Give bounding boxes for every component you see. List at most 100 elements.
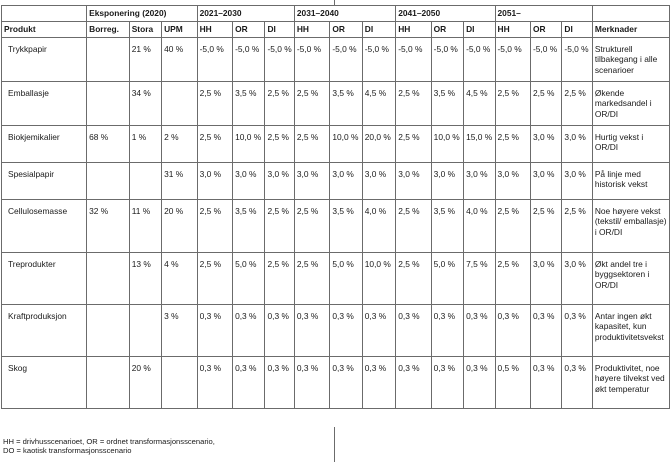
scenario-growth-table: Eksponering (2020) 2021–2030 2031–2040 2… — [0, 5, 671, 409]
header-blank — [0, 5, 88, 22]
scenario-value-cell: 3,0 % — [561, 252, 593, 305]
scenario-value-cell: -5,0 % — [494, 37, 531, 82]
scenario-value-cell: 2,5 % — [395, 125, 432, 163]
scenario-value-cell: 4,0 % — [463, 199, 496, 253]
header-hh: HH — [293, 21, 331, 38]
scenario-value-cell: -5,0 % — [529, 37, 563, 82]
header-di: DI — [264, 21, 295, 38]
exposure-cell: 1 % — [128, 125, 163, 163]
scenario-value-cell: 2,5 % — [293, 199, 331, 253]
header-exposure-upm: UPM — [161, 21, 198, 38]
scenario-value-cell: 2,5 % — [264, 125, 295, 163]
header-period-4: 2051– — [494, 5, 593, 22]
scenario-value-cell: 2,5 % — [395, 252, 432, 305]
exposure-cell: 40 % — [161, 37, 198, 82]
header-or: OR — [529, 21, 563, 38]
scenario-value-cell: 0,3 % — [395, 304, 432, 357]
header-period-3: 2041–2050 — [395, 5, 496, 22]
exposure-cell: 2 % — [161, 125, 198, 163]
scenario-value-cell: 0,3 % — [430, 356, 465, 409]
scenario-value-cell: 3,0 % — [529, 252, 563, 305]
scenario-value-cell: 3,0 % — [529, 125, 563, 163]
scenario-value-cell: 2,5 % — [293, 125, 331, 163]
table-row: Skog 20 % 0,3 % 0,3 % 0,3 % 0,3 % 0,3 % 0,3 % 0,… — [0, 356, 671, 409]
scenario-value-cell: 3,5 % — [232, 199, 266, 253]
scenario-value-cell: 2,5 % — [494, 199, 531, 253]
exposure-cell — [86, 81, 130, 126]
exposure-cell — [86, 304, 130, 357]
header-period-2: 2031–2040 — [293, 5, 397, 22]
scenario-value-cell: 0,5 % — [494, 356, 531, 409]
scenario-value-cell: 0,3 % — [561, 304, 593, 357]
scenario-value-cell: 4,5 % — [361, 81, 397, 126]
exposure-cell: 3 % — [161, 304, 198, 357]
header-row-2: Produkt Borreg. Stora UPM HH OR DI HH OR… — [0, 21, 671, 38]
header-blank-remarks — [591, 5, 671, 22]
header-remarks: Merknader — [591, 21, 671, 38]
scenario-value-cell: 2,5 % — [494, 81, 531, 126]
scenario-value-cell: -5,0 % — [196, 37, 234, 82]
remark-cell: Strukturell tilbakegang i alle scenarioe… — [591, 37, 671, 82]
scenario-value-cell: -5,0 % — [293, 37, 331, 82]
scenario-value-cell: 0,3 % — [561, 356, 593, 409]
scenario-value-cell: 2,5 % — [264, 199, 295, 253]
exposure-cell: 31 % — [161, 162, 198, 200]
exposure-cell — [128, 304, 163, 357]
scenario-value-cell: 0,3 % — [196, 304, 234, 357]
table-row: Treprodukter 13 % 4 % 2,5 % 5,0 % 2,5 % 2,5 % 5… — [0, 252, 671, 305]
scenario-value-cell: 10,0 % — [329, 125, 363, 163]
scenario-value-cell: 0,3 % — [463, 304, 496, 357]
remark-cell: Produktivitet, noe høyere tilvekst ved ø… — [591, 356, 671, 409]
column-divider-bottom — [334, 427, 335, 462]
exposure-cell — [86, 162, 130, 200]
table-row: Spesialpapir 31 % 3,0 % 3,0 % 3,0 % 3,0 % 3,0 … — [0, 162, 671, 200]
scenario-value-cell: 3,0 % — [264, 162, 295, 200]
scenario-value-cell: -5,0 % — [463, 37, 496, 82]
scenario-value-cell: 0,3 % — [293, 356, 331, 409]
exposure-cell — [161, 81, 198, 126]
scenario-value-cell: 0,3 % — [232, 304, 266, 357]
scenario-value-cell: 4,5 % — [463, 81, 496, 126]
exposure-cell: 68 % — [86, 125, 130, 163]
exposure-cell: 34 % — [128, 81, 163, 126]
scenario-value-cell: -5,0 % — [232, 37, 266, 82]
header-or: OR — [329, 21, 363, 38]
table-row: Cellulosemasse 32 % 11 % 20 % 2,5 % 3,5 % 2,5 … — [0, 199, 671, 253]
scenario-value-cell: 0,3 % — [232, 356, 266, 409]
header-hh: HH — [395, 21, 432, 38]
scenario-value-cell: 2,5 % — [395, 81, 432, 126]
scenario-value-cell: 2,5 % — [395, 199, 432, 253]
header-hh: HH — [494, 21, 531, 38]
scenario-value-cell: 3,0 % — [293, 162, 331, 200]
scenario-value-cell: 2,5 % — [561, 199, 593, 253]
scenario-value-cell: 2,5 % — [293, 81, 331, 126]
scenario-value-cell: 3,0 % — [561, 162, 593, 200]
scenario-value-cell: 10,0 % — [361, 252, 397, 305]
scenario-value-cell: 0,3 % — [463, 356, 496, 409]
product-cell: Skog — [0, 356, 88, 409]
scenario-value-cell: 2,5 % — [264, 252, 295, 305]
scenario-value-cell: 2,5 % — [196, 81, 234, 126]
scenario-value-cell: 0,3 % — [264, 304, 295, 357]
scenario-value-cell: 3,0 % — [529, 162, 563, 200]
scenario-value-cell: 0,3 % — [430, 304, 465, 357]
scenario-value-cell: 2,5 % — [494, 252, 531, 305]
product-cell: Emballasje — [0, 81, 88, 126]
scenario-value-cell: 20,0 % — [361, 125, 397, 163]
scenario-value-cell: 5,0 % — [329, 252, 363, 305]
scenario-value-cell: 0,3 % — [264, 356, 295, 409]
scenario-value-cell: 3,0 % — [561, 125, 593, 163]
scenario-value-cell: 2,5 % — [561, 81, 593, 126]
scenario-value-cell: 10,0 % — [232, 125, 266, 163]
exposure-cell — [128, 162, 163, 200]
scenario-value-cell: 3,0 % — [463, 162, 496, 200]
header-exposure-borreg: Borreg. — [86, 21, 130, 38]
scenario-value-cell: 2,5 % — [196, 125, 234, 163]
header-product: Produkt — [0, 21, 88, 38]
scenario-value-cell: 0,3 % — [361, 356, 397, 409]
scenario-value-cell: 0,3 % — [529, 304, 563, 357]
table-row: Biokjemikalier 68 % 1 % 2 % 2,5 % 10,0 % 2,5 %… — [0, 125, 671, 163]
scenario-value-cell: 10,0 % — [430, 125, 465, 163]
remark-cell: Noe høyere vekst (tekstil/ emballasje) i… — [591, 199, 671, 253]
scenario-value-cell: 2,5 % — [529, 199, 563, 253]
